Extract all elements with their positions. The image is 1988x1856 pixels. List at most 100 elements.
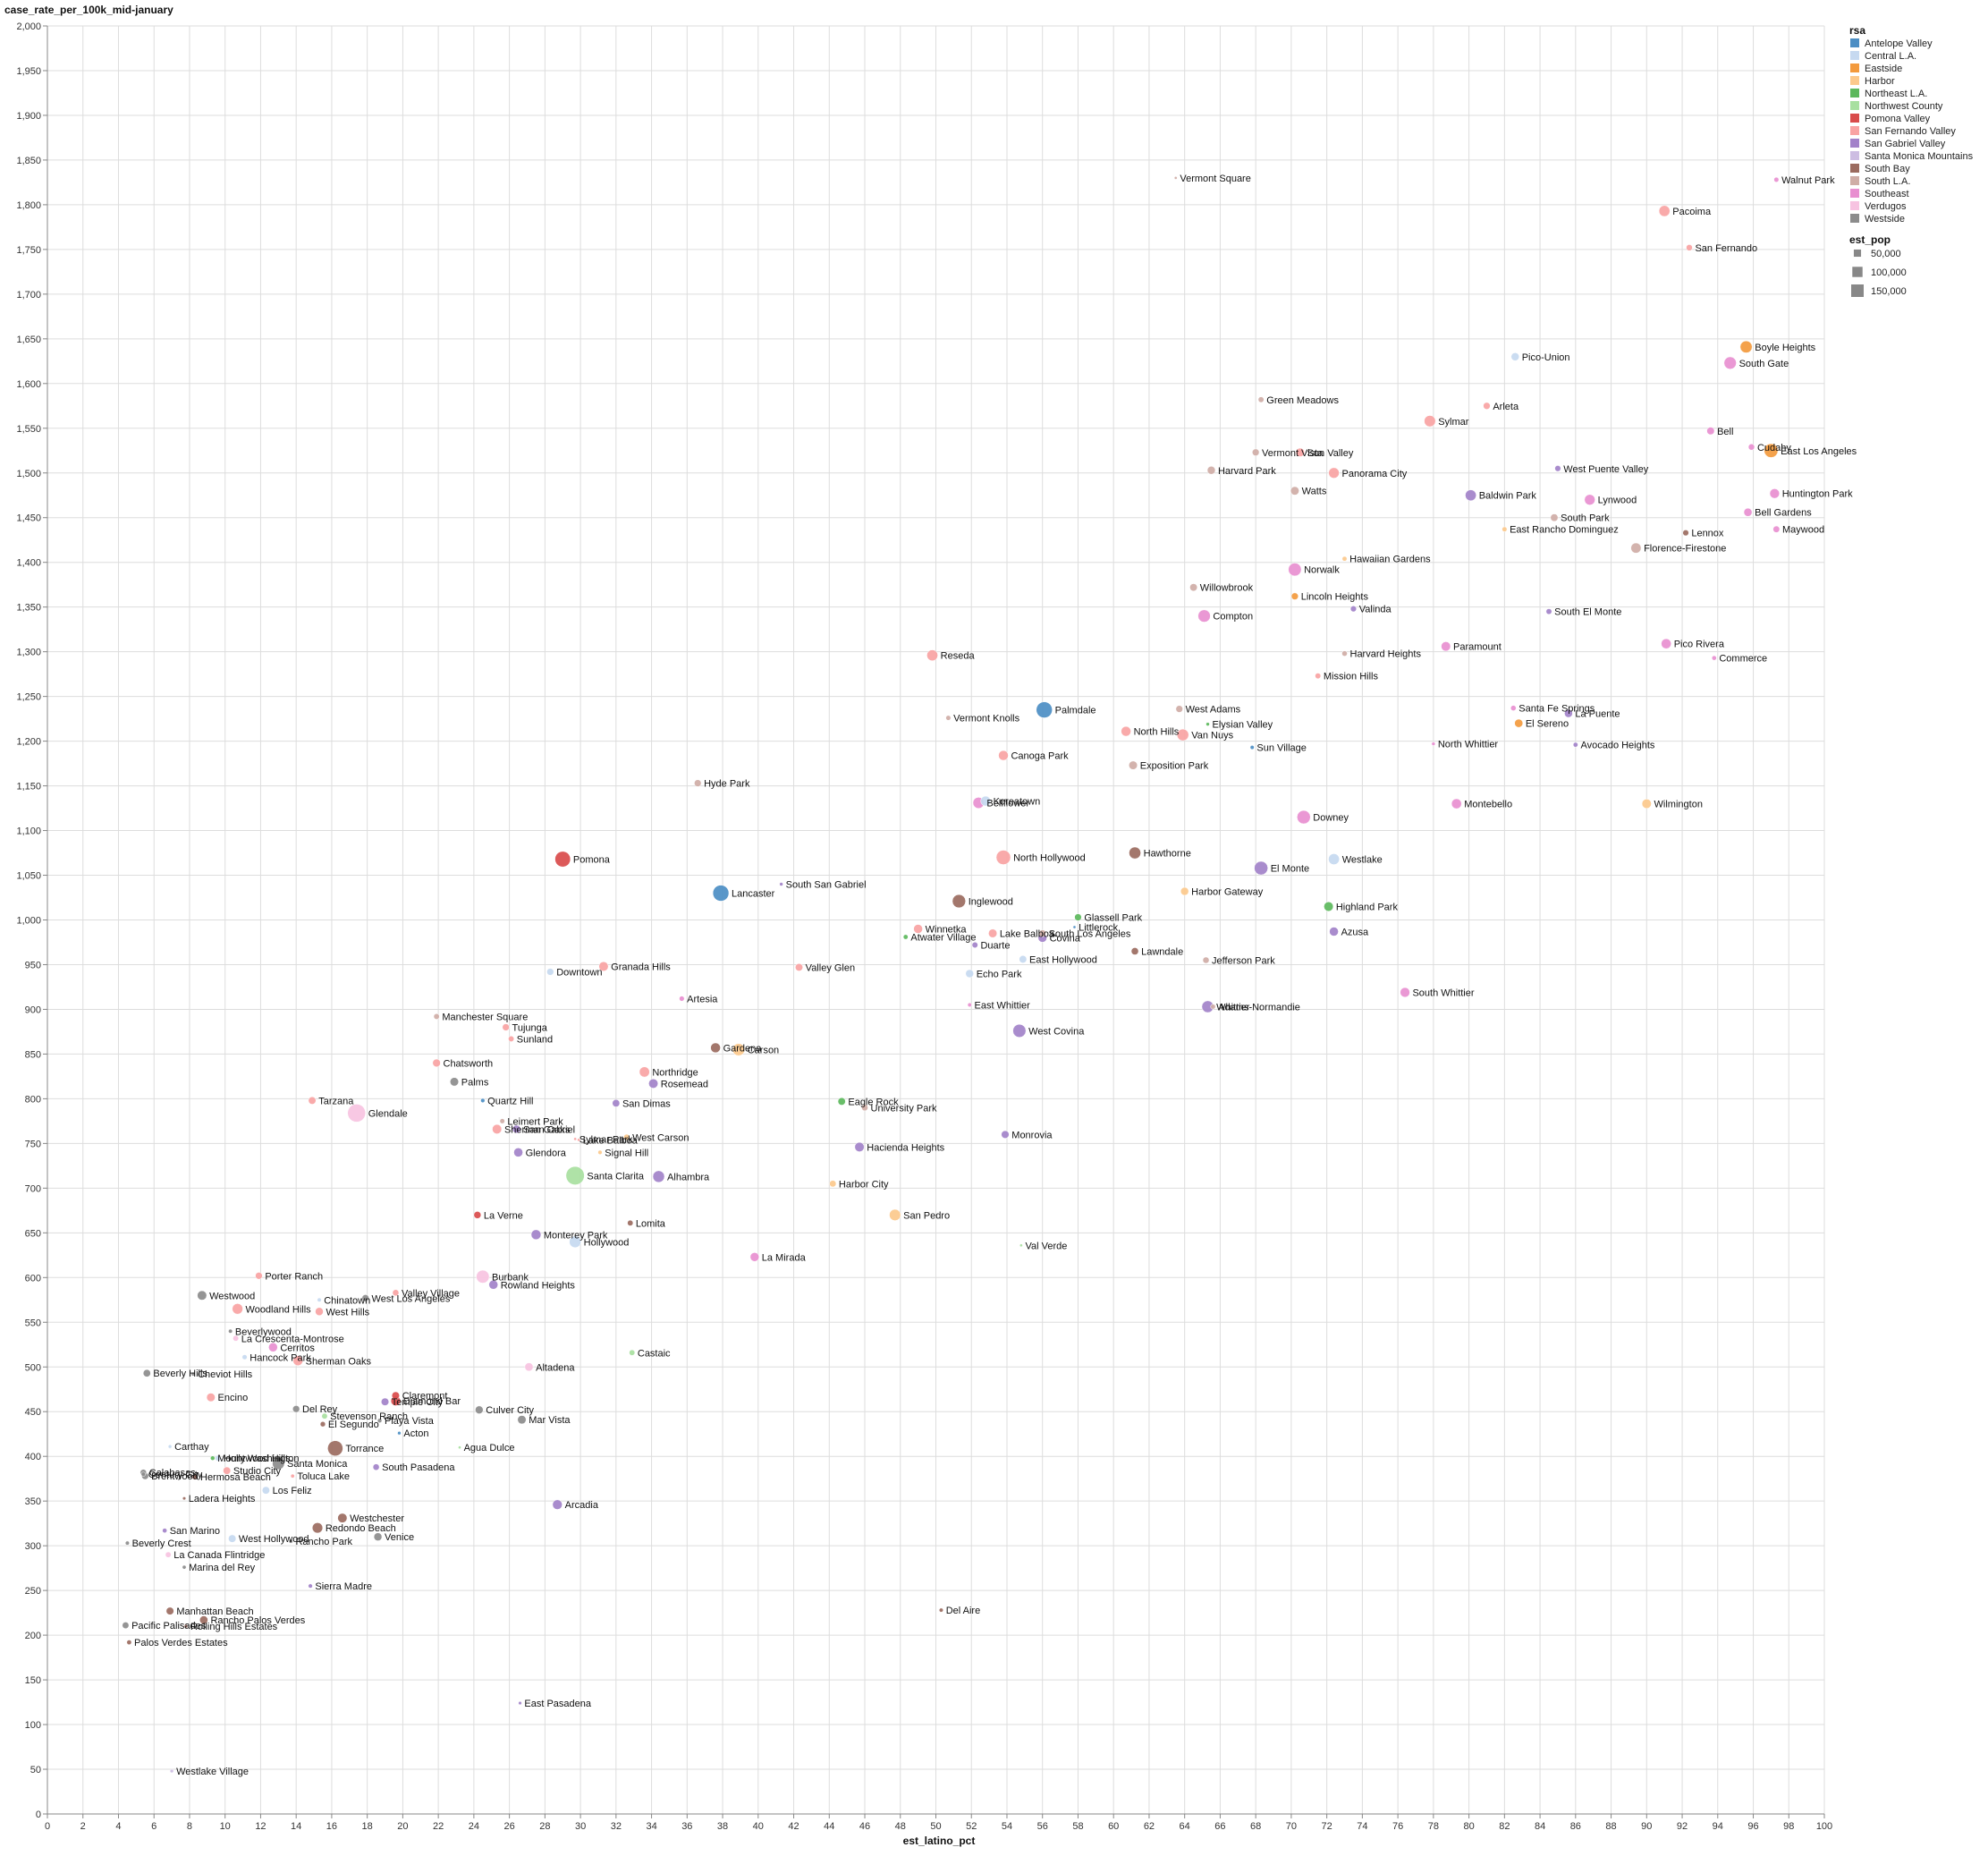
y-tick-label: 1,750	[16, 245, 41, 256]
data-point-label: Beverly Crest	[132, 1538, 191, 1549]
data-point	[508, 1036, 515, 1042]
size-legend-symbol	[1852, 267, 1863, 277]
y-tick-label: 1,400	[16, 558, 41, 569]
data-point-label: Downey	[1313, 813, 1349, 824]
legend-swatch	[1850, 151, 1859, 160]
data-point	[397, 1431, 402, 1436]
data-point-label: Sun Valley	[1307, 448, 1354, 459]
legend-swatch	[1850, 201, 1859, 210]
data-point-label: North Hollywood	[1013, 853, 1086, 864]
data-point-label: Playa Vista	[385, 1416, 435, 1427]
data-point	[1315, 673, 1322, 680]
data-point-label: Gardena	[723, 1043, 763, 1054]
data-point	[652, 1170, 665, 1183]
data-point	[837, 1097, 846, 1106]
data-point	[321, 1412, 328, 1420]
data-point	[1510, 705, 1517, 711]
data-point-label: Monterey Park	[544, 1230, 608, 1241]
data-point-label: El Monte	[1271, 864, 1309, 875]
legend-label: South Bay	[1865, 164, 1910, 174]
x-tick-label: 56	[1037, 1821, 1048, 1832]
data-point	[1424, 415, 1436, 428]
data-point	[392, 1289, 400, 1297]
data-point-label: Santa Monica	[287, 1459, 348, 1470]
size-legend-label: 50,000	[1871, 249, 1901, 259]
data-point-label: Carthay	[174, 1442, 209, 1453]
data-point-label: Acton	[403, 1428, 428, 1439]
data-point-label: Rowland Heights	[501, 1280, 576, 1291]
data-point	[1554, 465, 1561, 472]
data-point-label: Sherman Oaks	[306, 1356, 372, 1367]
data-point-label: San Dimas	[622, 1098, 671, 1109]
x-tick-label: 42	[788, 1821, 799, 1832]
legend-label: Verdugos	[1865, 201, 1907, 212]
data-point-label: Valinda	[1359, 605, 1392, 615]
data-point	[1764, 443, 1779, 458]
x-tick-label: 2	[80, 1821, 86, 1832]
data-point-label: Bell	[1717, 427, 1733, 437]
data-point	[552, 1499, 563, 1510]
data-point-label: West Los Angeles	[372, 1293, 451, 1304]
y-tick-label: 1,900	[16, 111, 41, 122]
data-point-label: Sun Village	[1256, 743, 1306, 754]
data-point-label: San Marino	[170, 1526, 220, 1537]
x-axis-title: est_latino_pct	[903, 1835, 976, 1847]
data-point-label: Culver City	[486, 1405, 534, 1416]
data-point-label: Mount Washington	[217, 1453, 299, 1464]
data-point	[228, 1328, 233, 1334]
data-point-label: Arleta	[1493, 402, 1519, 412]
data-point	[710, 1042, 721, 1054]
data-point	[391, 1391, 400, 1400]
data-point	[308, 1096, 317, 1105]
data-point-label: North Hills	[1134, 727, 1180, 738]
data-point-label: Valley Village	[402, 1288, 460, 1299]
data-point-label: Hermosa Beach	[200, 1472, 271, 1483]
size-legend-symbol	[1851, 284, 1864, 297]
data-point	[1772, 525, 1781, 533]
data-point-label: San Gabriel	[523, 1124, 575, 1135]
data-point	[988, 928, 998, 938]
data-point	[1019, 955, 1028, 963]
data-point	[1297, 809, 1311, 825]
data-point	[199, 1615, 208, 1624]
x-tick-label: 66	[1214, 1821, 1225, 1832]
data-point-label: Atwater Village	[910, 932, 976, 943]
data-point	[1630, 542, 1642, 554]
data-point	[1341, 650, 1348, 657]
data-point-label: Altadena	[536, 1362, 575, 1373]
legend-swatch	[1850, 164, 1859, 173]
data-point-label: Westlake Village	[176, 1767, 249, 1777]
data-point-label: Sylmar Park	[579, 1134, 633, 1145]
y-tick-label: 950	[25, 960, 41, 970]
data-point	[861, 1104, 868, 1112]
data-point-label: Cheviot Hills	[198, 1369, 253, 1380]
y-tick-label: 1,200	[16, 737, 41, 748]
data-point	[945, 715, 952, 721]
data-point	[1036, 701, 1053, 718]
x-tick-label: 84	[1535, 1821, 1545, 1832]
data-point-label: Pacoima	[1672, 207, 1712, 217]
data-point	[1197, 609, 1211, 623]
data-point	[233, 1335, 240, 1342]
legend-label: Northeast L.A.	[1865, 89, 1927, 99]
data-point-label: Stevenson Ranch	[330, 1411, 408, 1422]
data-point-label: Adams-Normandie	[1218, 1002, 1300, 1013]
y-tick-label: 650	[25, 1228, 41, 1239]
data-point-label: Westwood	[209, 1291, 255, 1301]
y-tick-label: 600	[25, 1273, 41, 1284]
y-tick-label: 1,950	[16, 66, 41, 77]
data-point	[554, 851, 571, 868]
data-point	[1210, 1004, 1216, 1010]
data-point-label: Leimert Park	[507, 1116, 563, 1127]
data-point-label: Westchester	[350, 1513, 404, 1524]
legend-swatch	[1850, 64, 1859, 72]
data-point	[1202, 956, 1210, 964]
data-point-label: Glendora	[526, 1148, 567, 1158]
data-point-label: Vermont Square	[1180, 174, 1251, 184]
data-point	[473, 1211, 482, 1219]
data-point	[190, 1371, 196, 1377]
data-point-label: Maywood	[1782, 525, 1824, 536]
data-point-label: Echo Park	[977, 969, 1022, 979]
data-point-label: Chatsworth	[444, 1058, 494, 1069]
data-point-label: West Puente Valley	[1563, 464, 1648, 475]
